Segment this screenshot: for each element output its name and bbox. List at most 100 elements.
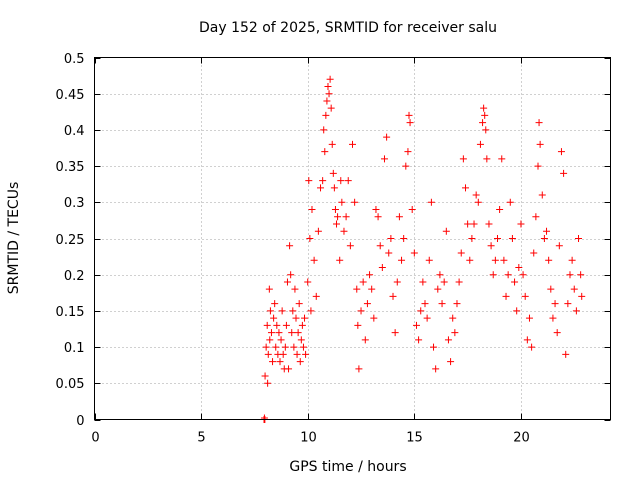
data-point (336, 256, 344, 264)
x-tick-label: 0 (91, 431, 99, 446)
data-point (296, 358, 304, 366)
data-point (285, 365, 293, 373)
data-point (575, 235, 583, 242)
data-point (519, 271, 527, 279)
data-point (312, 292, 320, 300)
data-point (290, 343, 298, 351)
data-point (476, 140, 484, 148)
data-point (517, 220, 525, 228)
data-point (408, 206, 416, 214)
data-point (513, 307, 521, 315)
data-point (287, 271, 295, 279)
y-tick-label: 0.25 (56, 233, 85, 248)
data-point (498, 155, 506, 163)
data-point (480, 104, 488, 112)
data-point (264, 379, 272, 387)
x-tick-label: 20 (513, 431, 530, 446)
data-point (275, 329, 283, 337)
data-point (304, 278, 312, 286)
data-point (366, 271, 374, 279)
plot-frame (94, 57, 611, 420)
data-point (496, 206, 504, 214)
data-point (376, 242, 384, 250)
data-point (553, 329, 561, 337)
data-point (324, 82, 332, 90)
data-point (298, 321, 306, 329)
data-point (578, 292, 586, 300)
data-point (404, 148, 412, 156)
x-tick-label: 5 (197, 431, 205, 446)
data-point (349, 140, 356, 148)
data-point (317, 184, 325, 192)
data-point (372, 206, 380, 214)
data-point (302, 350, 310, 358)
data-point (564, 300, 572, 308)
data-point (267, 329, 275, 337)
data-point (342, 213, 350, 221)
data-point (354, 321, 362, 329)
data-point (307, 307, 315, 315)
x-axis-title: GPS time / hours (289, 459, 406, 475)
data-point (326, 75, 334, 83)
data-point (470, 220, 478, 228)
data-point (566, 271, 574, 279)
data-point (493, 235, 501, 242)
data-point (538, 191, 546, 199)
data-point (361, 336, 369, 344)
data-point (292, 314, 300, 322)
data-point (547, 285, 555, 293)
data-point (451, 329, 459, 337)
data-point (521, 292, 529, 300)
data-point (286, 242, 294, 250)
data-point (485, 220, 493, 228)
data-point (301, 314, 309, 322)
data-point (330, 184, 338, 192)
data-point (491, 256, 499, 264)
data-point (523, 336, 531, 344)
data-point (577, 271, 585, 279)
data-point (474, 198, 482, 206)
data-point (440, 278, 448, 286)
data-point (299, 343, 307, 351)
data-point (449, 314, 457, 322)
data-point (398, 256, 406, 264)
data-point (279, 350, 287, 358)
data-point (374, 213, 382, 221)
data-points (260, 75, 586, 423)
data-point (338, 198, 346, 206)
data-point (455, 278, 463, 286)
data-point (262, 343, 270, 351)
data-point (430, 343, 438, 351)
chart-title: Day 152 of 2025, SRMTID for receiver sal… (199, 20, 497, 36)
data-point (323, 97, 331, 105)
data-point (417, 307, 425, 315)
data-point (325, 90, 333, 98)
data-point (528, 343, 536, 351)
data-point (327, 104, 335, 112)
data-point (423, 314, 431, 322)
data-point (370, 314, 378, 322)
data-point (337, 177, 345, 185)
data-point (432, 365, 440, 373)
data-point (368, 285, 376, 293)
data-point (314, 227, 322, 235)
data-point (306, 235, 314, 242)
data-point (434, 285, 442, 293)
data-point (562, 350, 570, 358)
data-point (387, 235, 395, 242)
data-point (481, 111, 489, 119)
y-axis-title: SRMTID / TECUs (6, 182, 22, 295)
data-point (421, 300, 429, 308)
data-point (272, 343, 280, 351)
data-point (515, 263, 523, 271)
data-point (261, 372, 269, 380)
data-point (281, 343, 289, 351)
data-point (334, 213, 342, 221)
data-point (466, 256, 474, 264)
data-point (468, 235, 476, 242)
data-point (271, 300, 279, 308)
data-point (283, 278, 291, 286)
y-tick-label: 0.5 (64, 52, 85, 67)
data-point (319, 177, 327, 185)
